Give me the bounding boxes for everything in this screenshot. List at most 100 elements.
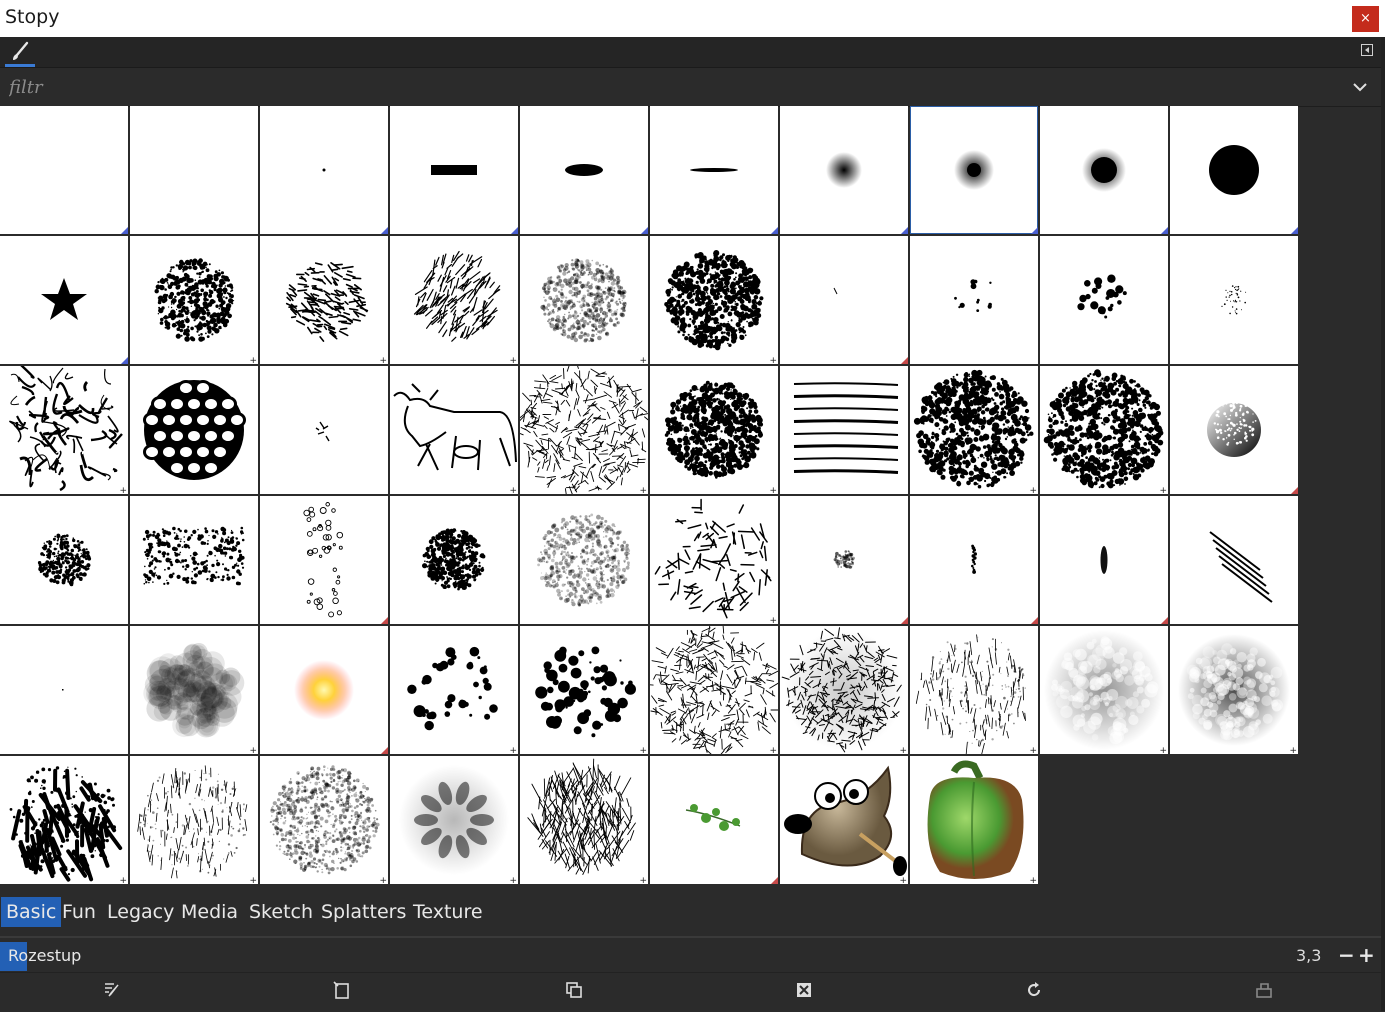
brush-thumbnail-few-dots[interactable]: [910, 236, 1038, 364]
brush-thumbnail-green-pepper[interactable]: +: [910, 756, 1038, 884]
spacing-increase-button[interactable]: +: [1358, 940, 1375, 971]
tab-fun[interactable]: Fun: [57, 897, 101, 927]
brush-thumbnail-small-smudge[interactable]: [780, 496, 908, 624]
brush-thumbnail-ink-spots[interactable]: +: [390, 626, 518, 754]
brush-thumbnail-glow-sun[interactable]: [260, 626, 388, 754]
ink-splat-icon: [650, 236, 778, 364]
brush-thumbnail-empty[interactable]: [0, 106, 128, 234]
refresh-brushes-button[interactable]: [1024, 980, 1044, 1000]
tab-basic[interactable]: Basic: [1, 897, 61, 927]
new-brush-icon: [332, 980, 352, 1000]
brush-thumbnail-crumpled-paper-dark[interactable]: +: [1170, 626, 1298, 754]
brush-thumbnail-light-cracks[interactable]: +: [130, 756, 258, 884]
tab-texture[interactable]: Texture: [408, 897, 488, 927]
brush-thumbnail-spotted-texture[interactable]: +: [910, 366, 1038, 494]
brush-thumbnail-blurry-petals[interactable]: +: [390, 756, 518, 884]
brush-thumbnail-ink-spots-dense[interactable]: +: [520, 626, 648, 754]
brush-thumbnail-speckled-circle[interactable]: [1170, 366, 1298, 494]
spacing-decrease-button[interactable]: −: [1338, 940, 1355, 971]
brush-thumbnail-horizontal-lines[interactable]: [780, 366, 908, 494]
brush-thumbnail-thin-ellipse[interactable]: [650, 106, 778, 234]
brush-thumbnail-soft-dot-large[interactable]: [1040, 106, 1168, 234]
brush-thumbnail-small-ellipse[interactable]: [520, 106, 648, 234]
pipe-brush-marker: +: [1029, 746, 1037, 754]
brush-thumbnail-grunge-lines[interactable]: +: [520, 366, 648, 494]
brush-thumbnail-soft-dot-medium[interactable]: [910, 106, 1038, 234]
brush-thumbnail-soft-dot-small[interactable]: [780, 106, 908, 234]
brush-thumbnail-paper-rub[interactable]: +: [260, 756, 388, 884]
filter-input[interactable]: [0, 68, 1340, 106]
brush-thumbnail-scattered-glyphs[interactable]: [260, 496, 388, 624]
brush-thumbnail-acrylic-splat[interactable]: +: [130, 236, 258, 364]
brush-thumbnail-rough-blob-small[interactable]: [0, 496, 128, 624]
tab-sketch[interactable]: Sketch: [244, 897, 318, 927]
brush-thumbnail-light-cracks[interactable]: +: [910, 626, 1038, 754]
brush-type-marker: [1161, 617, 1168, 624]
small-smudge-icon: [780, 496, 908, 624]
delete-brush-button[interactable]: [794, 980, 814, 1000]
brush-thumbnail-cloud[interactable]: +: [130, 626, 258, 754]
horizontal-lines-icon: [780, 366, 908, 494]
grunge-lines-icon: [520, 366, 648, 494]
brush-thumbnail-cave-painting[interactable]: +: [390, 366, 518, 494]
tab-legacy[interactable]: Legacy: [102, 897, 179, 927]
brush-thumbnail-grunge-lines[interactable]: +: [650, 626, 778, 754]
brush-thumbnail-ink-splat[interactable]: +: [650, 366, 778, 494]
brush-thumbnail-cracks[interactable]: +: [0, 366, 128, 494]
rough-blob-small-icon: [0, 496, 128, 624]
brush-thumbnail-speckled-ball[interactable]: [390, 496, 518, 624]
filter-bar: [0, 68, 1385, 107]
close-button[interactable]: ×: [1352, 6, 1379, 32]
brush-thumbnail-dot-column[interactable]: [910, 496, 1038, 624]
brush-thumbnail-crumpled-paper[interactable]: +: [1040, 626, 1168, 754]
rough-blob-wide-icon: [130, 496, 258, 624]
brush-thumbnail-bark-texture[interactable]: +: [0, 756, 128, 884]
pipe-brush-marker: +: [769, 356, 777, 364]
tab-media[interactable]: Media: [176, 897, 243, 927]
brush-thumbnail-single-pixel[interactable]: [0, 626, 128, 754]
panel-menu-icon[interactable]: [1361, 44, 1373, 56]
brush-type-marker: [1161, 227, 1168, 234]
brush-thumbnail-spotted-texture[interactable]: +: [1040, 366, 1168, 494]
spacing-label: Rozestup: [0, 940, 89, 971]
pipe-brush-marker: +: [639, 356, 647, 364]
brush-thumbnail-star[interactable]: [0, 236, 128, 364]
brush-thumbnail-gray-splat[interactable]: +: [520, 236, 648, 364]
brush-thumbnail-diagonal-lines[interactable]: [1170, 496, 1298, 624]
pipe-brush-marker: +: [379, 356, 387, 364]
wilber-mascot-icon: [780, 756, 908, 884]
open-as-image-button[interactable]: [1254, 980, 1274, 1000]
brush-thumbnail-block-rect[interactable]: [390, 106, 518, 234]
spacing-control[interactable]: Rozestup 3,3 − +: [0, 940, 1385, 971]
brush-thumbnail-ink-splat[interactable]: +: [650, 236, 778, 364]
brush-thumbnail-fine-dots[interactable]: [1170, 236, 1298, 364]
brush-thumbnail-grunge-ball[interactable]: +: [780, 626, 908, 754]
brush-thumbnail-hatch-strokes[interactable]: +: [390, 236, 518, 364]
tab-splatters[interactable]: Splatters: [316, 897, 411, 927]
brush-actions-bar: [0, 972, 1385, 1012]
brush-thumbnail-scribbles[interactable]: [260, 366, 388, 494]
brush-thumbnail-chalk-strokes[interactable]: +: [260, 236, 388, 364]
edit-brush-button[interactable]: [102, 980, 122, 1000]
brush-thumbnail-wilber-mascot[interactable]: +: [780, 756, 908, 884]
pipe-brush-marker: +: [1289, 746, 1297, 754]
duplicate-brush-button[interactable]: [564, 980, 584, 1000]
brushes-tab[interactable]: [5, 40, 35, 67]
brush-thumbnail-dry-wash[interactable]: [520, 496, 648, 624]
brush-thumbnail-dark-smudge[interactable]: [1040, 496, 1168, 624]
dark-smudge-icon: [1040, 496, 1168, 624]
brush-thumbnail-tiny-stroke[interactable]: [780, 236, 908, 364]
new-brush-button[interactable]: [332, 980, 352, 1000]
brush-thumbnail-green-vine[interactable]: [650, 756, 778, 884]
brush-thumbnail-cells[interactable]: [130, 366, 258, 494]
brush-thumbnail-pixel-dot[interactable]: [260, 106, 388, 234]
brush-thumbnail-hard-circle[interactable]: [1170, 106, 1298, 234]
brush-thumbnail-grass[interactable]: +: [520, 756, 648, 884]
hard-circle-icon: [1170, 106, 1298, 234]
scribbles-icon: [260, 366, 388, 494]
brush-thumbnail-rough-blob-wide[interactable]: [130, 496, 258, 624]
brush-thumbnail-empty[interactable]: [130, 106, 258, 234]
chevron-down-icon[interactable]: [1352, 80, 1368, 94]
brush-thumbnail-scratches[interactable]: +: [650, 496, 778, 624]
brush-thumbnail-dot-cluster[interactable]: [1040, 236, 1168, 364]
